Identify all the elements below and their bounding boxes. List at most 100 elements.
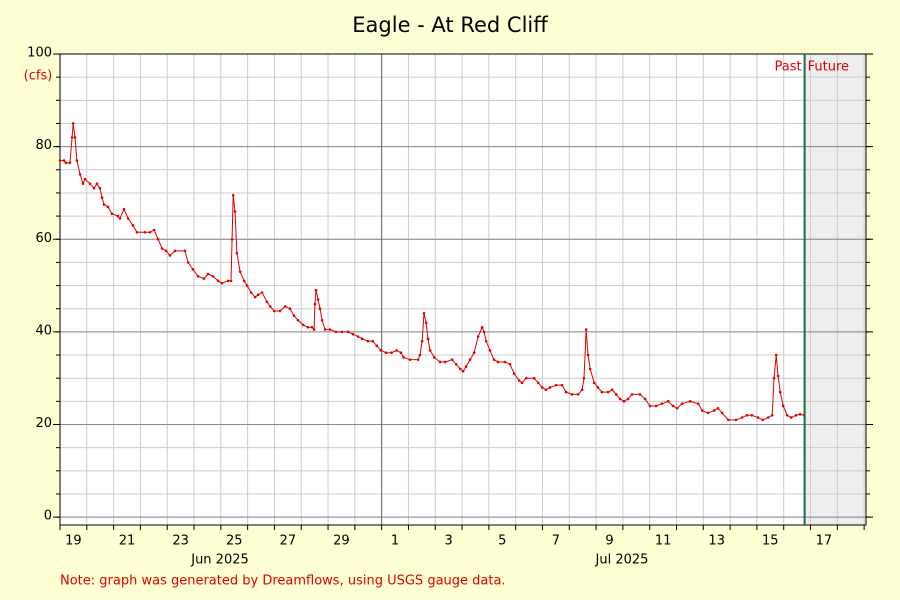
- flow-point: [706, 411, 710, 415]
- flow-point: [229, 279, 233, 283]
- flow-point: [316, 298, 320, 301]
- flow-point: [100, 196, 104, 199]
- flow-point: [168, 254, 172, 257]
- flow-point: [314, 288, 318, 292]
- x-tick-label: 23: [172, 534, 189, 549]
- flow-point: [313, 302, 317, 306]
- flow-point: [160, 247, 164, 250]
- x-tick-label: 3: [445, 534, 453, 549]
- flow-point: [666, 400, 670, 403]
- flow-point: [610, 388, 614, 392]
- x-tick-label: 19: [65, 534, 82, 549]
- x-tick-label: 11: [655, 534, 672, 549]
- flow-point: [468, 358, 472, 361]
- flow-point: [638, 393, 642, 396]
- flow-point: [230, 237, 234, 241]
- flow-point: [454, 362, 458, 366]
- flow-point: [420, 339, 424, 343]
- flow-point: [110, 212, 114, 216]
- flow-point: [696, 402, 700, 405]
- flow-point: [318, 307, 322, 311]
- x-tick-label: 21: [119, 534, 136, 549]
- flow-point: [156, 237, 160, 241]
- flow-point: [253, 295, 257, 299]
- flow-point: [245, 284, 249, 287]
- flow-point: [64, 161, 68, 165]
- flow-point: [211, 275, 215, 278]
- flow-point: [320, 318, 324, 322]
- flow-point: [626, 397, 630, 401]
- flow-point: [152, 228, 156, 232]
- future-label: Future: [808, 60, 849, 75]
- month-label: Jun 2025: [190, 553, 249, 568]
- flow-point: [756, 416, 760, 419]
- flow-point: [461, 369, 465, 373]
- flow-point: [323, 328, 327, 331]
- flow-point: [58, 159, 62, 162]
- flow-point: [288, 307, 292, 311]
- flow-point: [654, 404, 658, 408]
- flow-point: [292, 314, 296, 317]
- flow-point: [371, 339, 375, 343]
- flow-point: [532, 376, 536, 380]
- x-tick-label: 7: [552, 534, 560, 549]
- flow-point: [503, 360, 507, 364]
- flow-point: [584, 328, 588, 331]
- flow-point: [196, 275, 200, 278]
- flow-point: [399, 351, 403, 355]
- flow-point: [443, 360, 447, 364]
- flow-point: [432, 356, 436, 359]
- flow-point: [766, 416, 770, 419]
- flow-point: [580, 388, 584, 392]
- flow-point: [680, 402, 684, 405]
- flow-point: [564, 390, 568, 394]
- flow-point: [586, 353, 590, 357]
- flow-point: [346, 330, 350, 334]
- flow-point: [716, 406, 720, 410]
- flow-point: [540, 386, 544, 389]
- flow-point: [720, 411, 724, 415]
- flow-point: [614, 393, 618, 396]
- flow-point: [71, 122, 75, 125]
- y-unit: (cfs): [24, 69, 53, 84]
- flow-point: [173, 249, 177, 253]
- flow-point: [630, 393, 634, 396]
- flow-point: [310, 325, 314, 329]
- flow-point: [450, 358, 454, 361]
- flow-point: [92, 187, 96, 190]
- flow-point: [548, 386, 552, 389]
- flow-point: [606, 390, 610, 394]
- flow-point: [588, 367, 592, 371]
- flow-point: [81, 182, 85, 185]
- flow-point: [776, 374, 780, 378]
- y-tick-label: 60: [35, 231, 52, 246]
- flow-point: [482, 330, 486, 334]
- flow-point: [418, 353, 422, 357]
- x-tick-label: 17: [816, 534, 833, 549]
- flow-point: [472, 351, 476, 355]
- flow-point: [384, 351, 388, 355]
- x-tick-label: 15: [762, 534, 779, 549]
- y-tick-label: 80: [35, 138, 52, 153]
- flow-point: [202, 277, 206, 280]
- flow-point: [148, 231, 152, 234]
- flow-point: [428, 349, 432, 352]
- flow-point: [283, 305, 287, 308]
- flow-point: [118, 217, 122, 220]
- flow-point: [424, 321, 428, 324]
- flow-point: [622, 400, 626, 403]
- month-label: Jul 2025: [595, 553, 649, 568]
- flow-point: [296, 318, 300, 322]
- flow-point: [68, 161, 72, 165]
- flow-point: [408, 358, 412, 361]
- flow-point: [242, 279, 246, 283]
- chart-title: Eagle - At Red Cliff: [352, 13, 548, 37]
- flow-point: [379, 349, 383, 352]
- flow-point: [216, 279, 220, 283]
- flow-point: [618, 397, 622, 401]
- flow-point: [334, 330, 338, 334]
- flow-point: [131, 224, 135, 227]
- flow-point: [88, 182, 92, 185]
- flow-point: [402, 356, 405, 359]
- flow-point: [183, 249, 187, 253]
